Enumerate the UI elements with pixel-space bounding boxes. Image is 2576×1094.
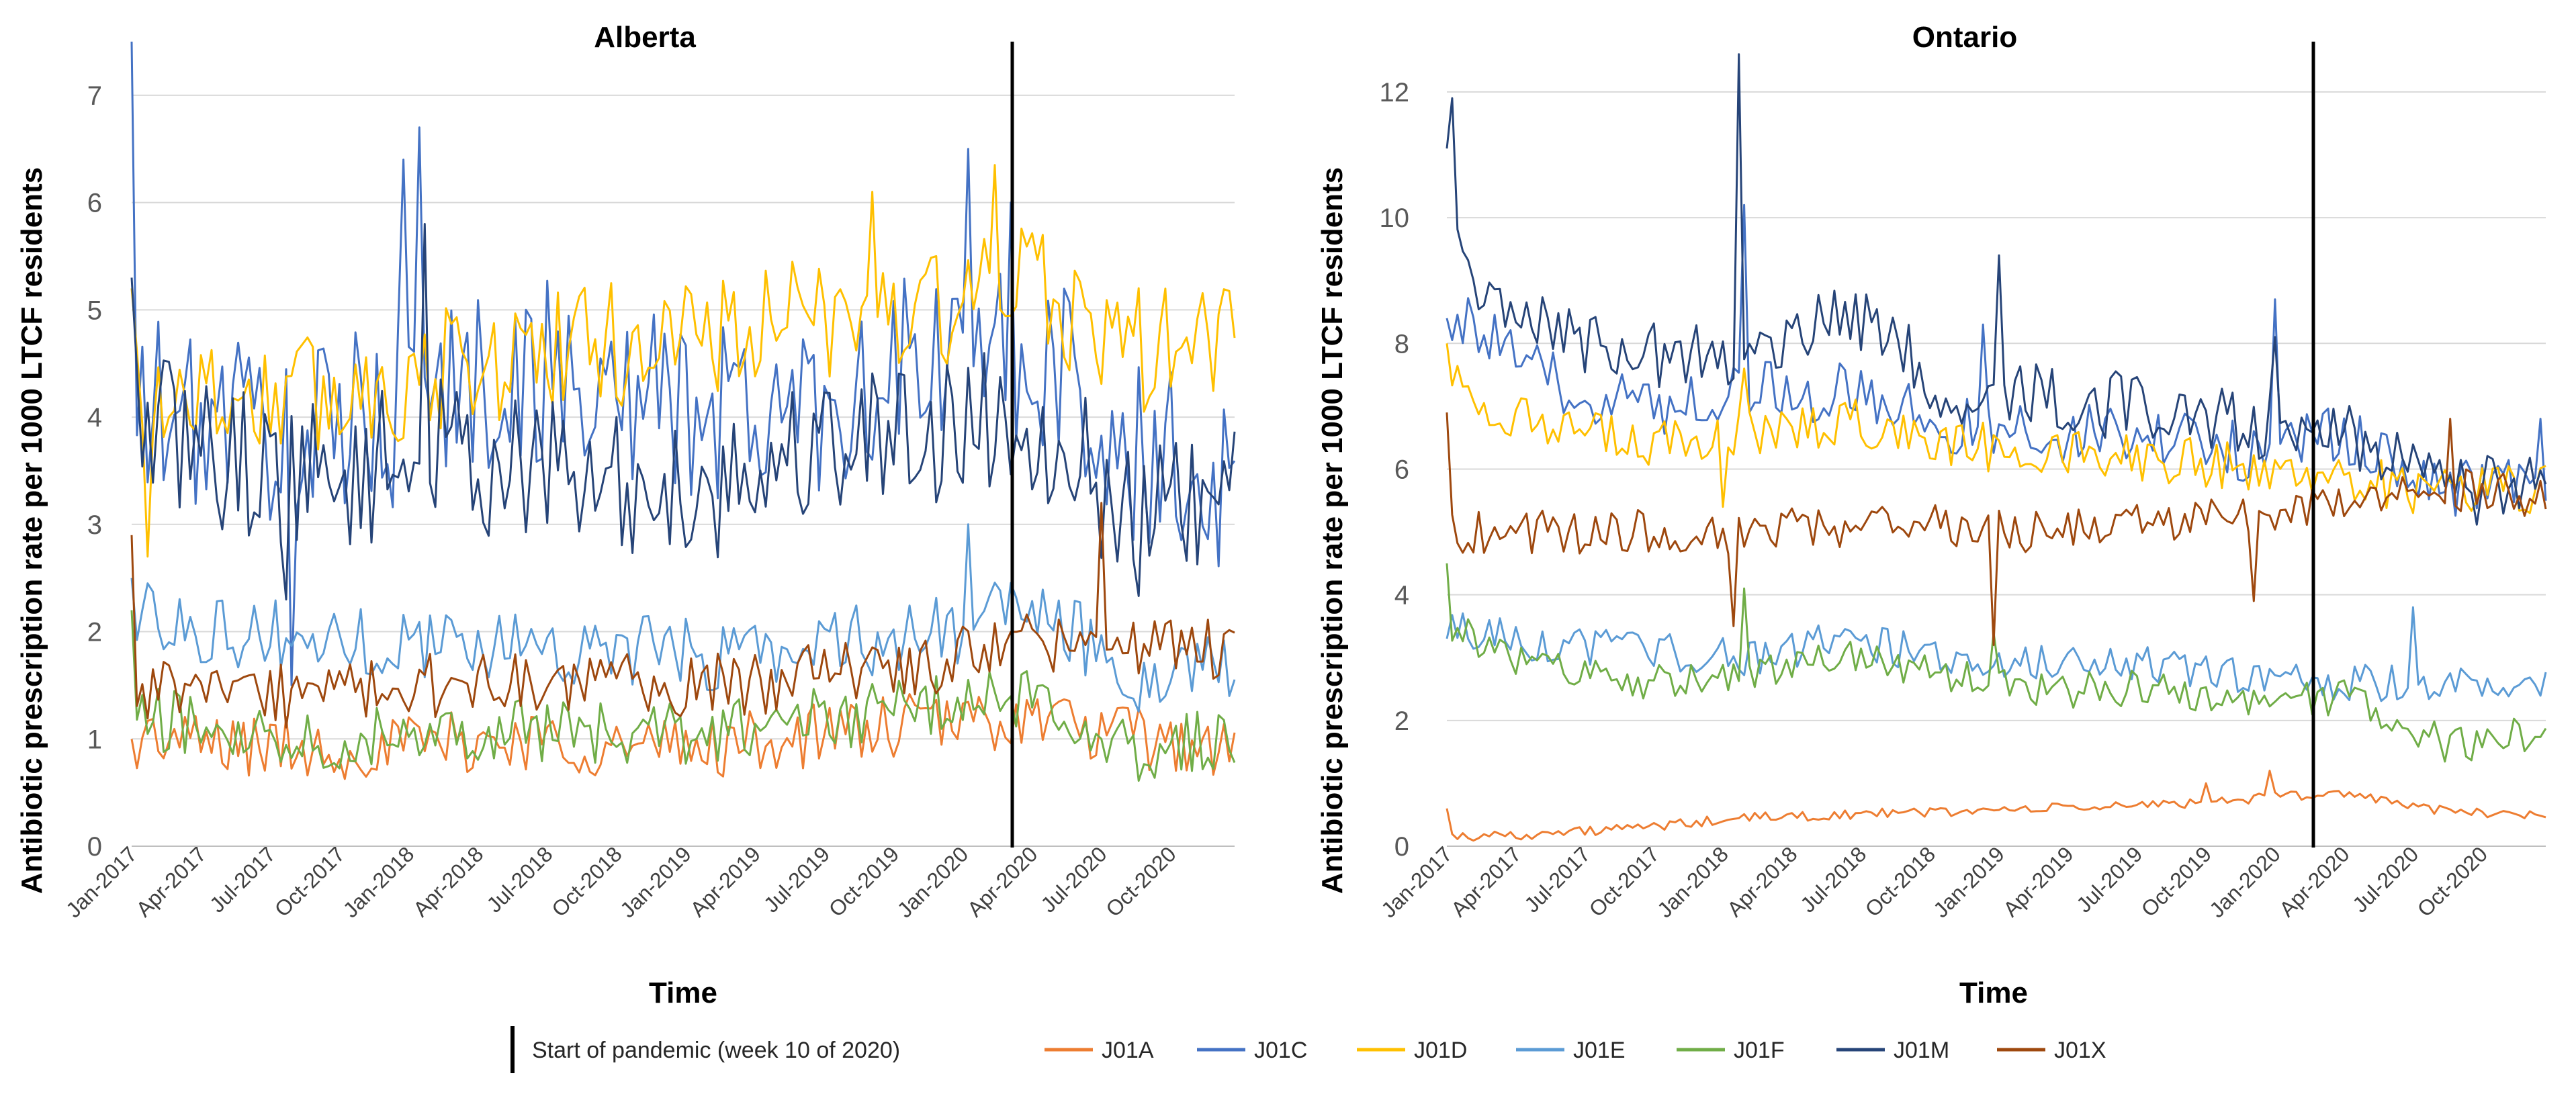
alberta-y-axis-label: Antibiotic prescription rate per 1000 LT… — [15, 167, 48, 894]
ontario-y-tick-label: 10 — [1380, 203, 1410, 233]
ontario-x-tick-label: Apr-2019 — [1998, 841, 2078, 921]
alberta-line-j01d — [130, 164, 1236, 558]
alberta-y-tick-label: 2 — [87, 618, 102, 647]
legend-label-j01f: J01F — [1734, 1038, 1785, 1063]
ontario-x-tick-label: Jul-2019 — [2072, 841, 2147, 917]
alberta-x-tick-label: Jan-2020 — [893, 841, 973, 922]
alberta-y-tick-label: 5 — [87, 295, 102, 325]
alberta-x-tick-label: Apr-2019 — [685, 841, 765, 921]
ontario-x-tick-label: Jan-2020 — [2205, 841, 2285, 922]
alberta-x-tick-label: Oct-2017 — [270, 841, 350, 921]
alberta-line-j01x — [130, 502, 1235, 729]
ontario-x-tick-label: Oct-2018 — [1861, 841, 1941, 921]
ontario-line-j01a — [1446, 770, 2546, 842]
ontario-title: Ontario — [1912, 21, 2017, 54]
alberta-x-tick-label: Oct-2018 — [547, 841, 627, 921]
legend-item-j01m: J01M — [1836, 1038, 1949, 1063]
ontario-x-tick-label: Apr-2017 — [1446, 841, 1526, 921]
ontario-line-j01f — [1446, 563, 2547, 763]
ontario-x-ticks: Jan-2017Apr-2017Jul-2017Oct-2017Jan-2018… — [1376, 841, 2492, 922]
ontario-y-tick-label: 2 — [1394, 706, 1409, 736]
legend-label-j01x: J01X — [2054, 1038, 2106, 1063]
alberta-x-ticks: Jan-2017Apr-2017Jul-2017Oct-2017Jan-2018… — [61, 841, 1181, 922]
alberta-y-tick-label: 1 — [87, 725, 102, 754]
alberta-y-tick-label: 0 — [87, 832, 102, 862]
ontario-line-j01x — [1446, 412, 2547, 646]
ontario-y-ticks: 0 2 4 6 8 10 12 — [1380, 78, 1410, 862]
alberta-x-tick-label: Apr-2017 — [132, 841, 212, 921]
alberta-y-tick-label: 3 — [87, 510, 102, 540]
ontario-x-tick-label: Oct-2020 — [2413, 841, 2493, 921]
legend-label-j01m: J01M — [1894, 1038, 1949, 1063]
alberta-x-tick-label: Oct-2019 — [824, 841, 904, 921]
alberta-chart: Alberta Antibiotic prescription rate per… — [15, 21, 1236, 1009]
alberta-series — [130, 41, 1236, 782]
ontario-y-tick-label: 6 — [1394, 455, 1409, 484]
alberta-x-tick-label: Apr-2018 — [408, 841, 488, 921]
ontario-x-tick-label: Jan-2017 — [1376, 841, 1457, 922]
alberta-x-tick-label: Jul-2017 — [205, 841, 280, 917]
alberta-line-j01f — [130, 610, 1236, 782]
legend: Start of pandemic (week 10 of 2020) J01A… — [510, 1026, 2106, 1073]
legend-item-j01a: J01A — [1045, 1038, 1154, 1063]
ontario-chart: Ontario Antibiotic prescription rate per… — [1316, 21, 2547, 1009]
alberta-x-tick-label: Jul-2019 — [759, 841, 834, 917]
alberta-x-tick-label: Jan-2018 — [339, 841, 419, 922]
alberta-line-j01e — [130, 523, 1236, 713]
legend-pandemic-label: Start of pandemic (week 10 of 2020) — [532, 1038, 900, 1063]
ontario-y-axis-label: Antibiotic prescription rate per 1000 LT… — [1316, 167, 1349, 894]
legend-item-j01d: J01D — [1357, 1038, 1467, 1063]
ontario-x-tick-label: Oct-2019 — [2137, 841, 2217, 921]
legend-label-j01a: J01A — [1102, 1038, 1154, 1063]
legend-label-j01e: J01E — [1573, 1038, 1626, 1063]
alberta-line-j01m — [130, 223, 1236, 601]
ontario-x-tick-label: Jul-2017 — [1519, 841, 1595, 917]
ontario-y-tick-label: 12 — [1380, 78, 1410, 107]
ontario-y-tick-label: 0 — [1394, 832, 1409, 862]
ontario-x-tick-label: Apr-2020 — [2274, 841, 2354, 921]
alberta-x-tick-label: Oct-2020 — [1101, 841, 1181, 921]
ontario-x-tick-label: Jul-2020 — [2348, 841, 2423, 917]
ontario-x-tick-label: Jan-2018 — [1652, 841, 1733, 922]
legend-item-j01c: J01C — [1197, 1038, 1307, 1063]
alberta-y-tick-label: 7 — [87, 81, 102, 111]
ontario-y-tick-label: 4 — [1394, 581, 1409, 610]
alberta-x-tick-label: Jul-2018 — [482, 841, 557, 917]
ontario-series — [1446, 53, 2547, 842]
alberta-x-tick-label: Jan-2019 — [615, 841, 696, 922]
ontario-line-j01m — [1446, 53, 2547, 526]
alberta-x-tick-label: Apr-2020 — [963, 841, 1042, 921]
legend-label-j01c: J01C — [1254, 1038, 1307, 1063]
legend-item-j01e: J01E — [1516, 1038, 1626, 1063]
alberta-title: Alberta — [594, 21, 696, 54]
ontario-x-tick-label: Jul-2018 — [1795, 841, 1871, 917]
ontario-x-tick-label: Jan-2019 — [1928, 841, 2009, 922]
legend-label-j01d: J01D — [1414, 1038, 1467, 1063]
ontario-x-axis-label: Time — [1959, 976, 2028, 1009]
alberta-x-axis-label: Time — [649, 976, 717, 1009]
alberta-x-tick-label: Jul-2020 — [1036, 841, 1111, 917]
alberta-y-tick-label: 4 — [87, 403, 102, 432]
ontario-gridlines — [1447, 91, 2546, 721]
ontario-x-tick-label: Apr-2018 — [1722, 841, 1802, 921]
legend-item-j01f: J01F — [1677, 1038, 1785, 1063]
legend-item-j01x: J01X — [1997, 1038, 2106, 1063]
alberta-y-ticks: 0 1 2 3 4 5 6 7 — [87, 81, 102, 862]
ontario-y-tick-label: 8 — [1394, 329, 1409, 359]
ontario-line-j01d — [1446, 343, 2546, 514]
ontario-x-tick-label: Oct-2017 — [1585, 841, 1664, 921]
alberta-y-tick-label: 6 — [87, 189, 102, 218]
